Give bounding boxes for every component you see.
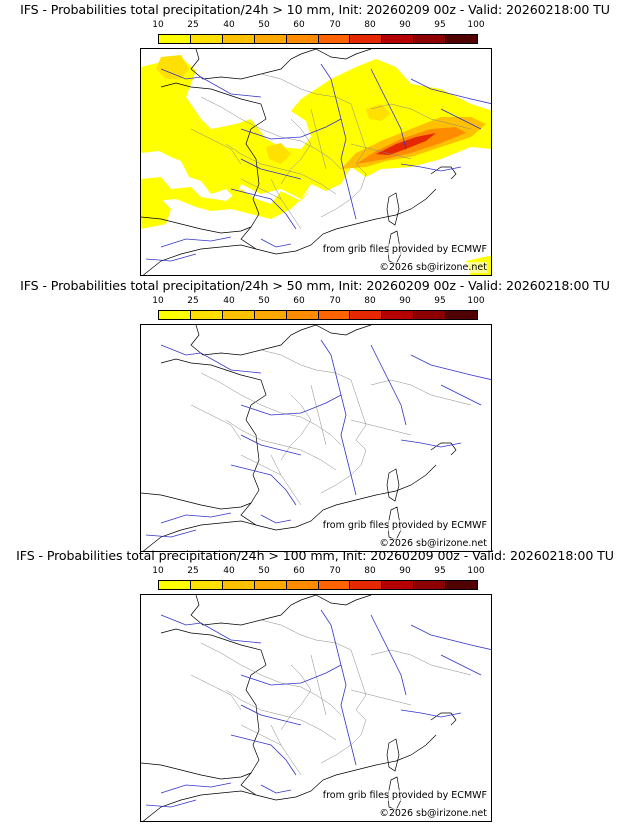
scale-swatch <box>382 35 415 43</box>
scale-tick: 95 <box>434 296 446 306</box>
scale-tick: 25 <box>187 566 199 576</box>
borders <box>190 73 472 230</box>
scale-swatch <box>159 35 191 43</box>
panel-title: IFS - Probabilities total precipitation/… <box>20 2 610 17</box>
scale-swatch <box>446 311 478 319</box>
color-scale <box>158 34 478 44</box>
scale-ticks: 10 25 40 50 60 70 80 90 95 100 <box>140 296 490 308</box>
scale-tick: 25 <box>187 296 199 306</box>
scale-tick: 80 <box>364 20 376 30</box>
scale-swatch <box>222 581 255 589</box>
panel-title: IFS - Probabilities total precipitation/… <box>20 278 610 293</box>
scale-swatch <box>254 35 287 43</box>
scale-tick: 25 <box>187 20 199 30</box>
rivers <box>145 339 491 538</box>
scale-swatch <box>286 581 319 589</box>
map-svg <box>141 49 491 275</box>
panel-100mm: IFS - Probabilities total precipitation/… <box>0 546 630 822</box>
scale-tick: 90 <box>399 566 411 576</box>
scale-swatch <box>159 581 191 589</box>
scale-swatch <box>414 311 447 319</box>
scale-swatch <box>254 581 287 589</box>
scale-tick: 50 <box>258 296 270 306</box>
scale-swatch <box>382 581 415 589</box>
scale-swatch <box>190 311 223 319</box>
scale-swatch <box>350 35 383 43</box>
scale-tick: 100 <box>467 566 485 576</box>
scale-ticks: 10 25 40 50 60 70 80 90 95 100 <box>140 566 490 578</box>
scale-swatch <box>446 581 478 589</box>
precip-shading <box>141 55 491 275</box>
scale-swatch <box>254 311 287 319</box>
panel-10mm: IFS - Probabilities total precipitation/… <box>0 0 630 276</box>
scale-tick: 10 <box>152 296 164 306</box>
scale-tick: 70 <box>329 20 341 30</box>
scale-swatch <box>286 311 319 319</box>
color-scale <box>158 580 478 590</box>
map-svg <box>141 325 491 551</box>
precip-map: from grib files provided by ECMWF ©2026 … <box>140 594 492 822</box>
panel-title: IFS - Probabilities total precipitation/… <box>16 548 614 563</box>
scale-swatch <box>318 35 351 43</box>
rivers <box>145 609 491 808</box>
color-scale <box>158 310 478 320</box>
scale-tick: 80 <box>364 296 376 306</box>
scale-tick: 60 <box>293 296 305 306</box>
scale-swatch <box>318 311 351 319</box>
scale-swatch <box>159 311 191 319</box>
scale-tick: 70 <box>329 566 341 576</box>
scale-swatch <box>318 581 351 589</box>
borders <box>190 349 472 506</box>
scale-swatch <box>414 35 447 43</box>
scale-swatch <box>286 35 319 43</box>
scale-swatch <box>414 581 447 589</box>
credit-text: from grib files provided by ECMWF <box>322 520 487 531</box>
scale-tick: 95 <box>434 566 446 576</box>
credit-text: from grib files provided by ECMWF <box>322 790 487 801</box>
map-svg <box>141 595 491 821</box>
scale-tick: 90 <box>399 20 411 30</box>
precip-map: from grib files provided by ECMWF ©2026 … <box>140 48 492 276</box>
scale-tick: 40 <box>223 566 235 576</box>
coastlines <box>141 325 457 551</box>
scale-tick: 50 <box>258 20 270 30</box>
scale-swatch <box>350 311 383 319</box>
scale-swatch <box>350 581 383 589</box>
scale-tick: 40 <box>223 20 235 30</box>
scale-tick: 95 <box>434 20 446 30</box>
rivers <box>145 63 491 262</box>
precip-map: from grib files provided by ECMWF ©2026 … <box>140 324 492 552</box>
scale-tick: 50 <box>258 566 270 576</box>
scale-tick: 60 <box>293 20 305 30</box>
scale-tick: 40 <box>223 296 235 306</box>
scale-swatch <box>222 35 255 43</box>
scale-ticks: 10 25 40 50 60 70 80 90 95 100 <box>140 20 490 32</box>
scale-swatch <box>382 311 415 319</box>
scale-tick: 10 <box>152 566 164 576</box>
scale-swatch <box>446 35 478 43</box>
scale-swatch <box>190 35 223 43</box>
credit-text: from grib files provided by ECMWF <box>322 244 487 255</box>
panel-50mm: IFS - Probabilities total precipitation/… <box>0 276 630 552</box>
scale-tick: 70 <box>329 296 341 306</box>
scale-tick: 60 <box>293 566 305 576</box>
scale-tick: 100 <box>467 296 485 306</box>
scale-tick: 100 <box>467 20 485 30</box>
copyright-text: ©2026 sb@irizone.net <box>379 538 487 549</box>
coastlines <box>141 595 457 821</box>
scale-swatch <box>222 311 255 319</box>
scale-tick: 90 <box>399 296 411 306</box>
scale-swatch <box>190 581 223 589</box>
copyright-text: ©2026 sb@irizone.net <box>379 808 487 819</box>
scale-tick: 10 <box>152 20 164 30</box>
scale-tick: 80 <box>364 566 376 576</box>
copyright-text: ©2026 sb@irizone.net <box>379 262 487 273</box>
borders <box>190 619 472 776</box>
